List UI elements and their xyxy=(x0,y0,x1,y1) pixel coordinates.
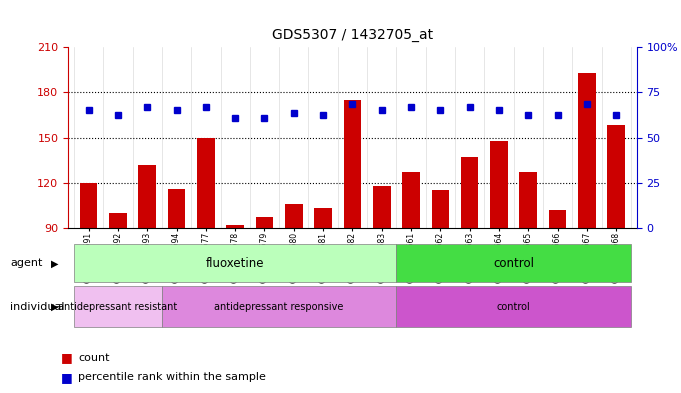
Bar xyxy=(490,141,508,228)
Bar xyxy=(461,157,479,228)
Bar xyxy=(578,73,596,228)
Bar xyxy=(520,172,537,228)
Bar xyxy=(549,210,567,228)
Bar xyxy=(285,204,302,228)
Text: control: control xyxy=(496,301,530,312)
Bar xyxy=(226,225,244,228)
Text: fluoxetine: fluoxetine xyxy=(206,257,264,270)
Text: antidepressant resistant: antidepressant resistant xyxy=(59,301,178,312)
Text: percentile rank within the sample: percentile rank within the sample xyxy=(78,372,266,382)
Bar xyxy=(396,286,631,327)
Bar xyxy=(109,213,127,228)
Bar xyxy=(402,172,419,228)
Text: individual: individual xyxy=(10,301,65,312)
Title: GDS5307 / 1432705_at: GDS5307 / 1432705_at xyxy=(272,28,433,42)
Bar xyxy=(607,125,625,228)
Text: ▶: ▶ xyxy=(51,301,59,312)
Text: agent: agent xyxy=(10,258,43,268)
Bar xyxy=(168,189,185,228)
Text: ■: ■ xyxy=(61,351,73,364)
Bar xyxy=(138,165,156,228)
Bar xyxy=(344,100,361,228)
Text: count: count xyxy=(78,353,110,363)
Text: ▶: ▶ xyxy=(51,258,59,268)
Bar xyxy=(315,208,332,228)
Bar xyxy=(80,183,97,228)
Bar xyxy=(373,186,390,228)
Bar xyxy=(162,286,396,327)
Text: antidepressant responsive: antidepressant responsive xyxy=(215,301,344,312)
Text: control: control xyxy=(493,257,534,270)
Bar xyxy=(255,217,273,228)
Text: ■: ■ xyxy=(61,371,73,384)
Bar xyxy=(74,286,162,327)
Bar xyxy=(74,244,396,282)
Bar xyxy=(396,244,631,282)
Bar xyxy=(197,138,215,228)
Bar xyxy=(432,190,449,228)
